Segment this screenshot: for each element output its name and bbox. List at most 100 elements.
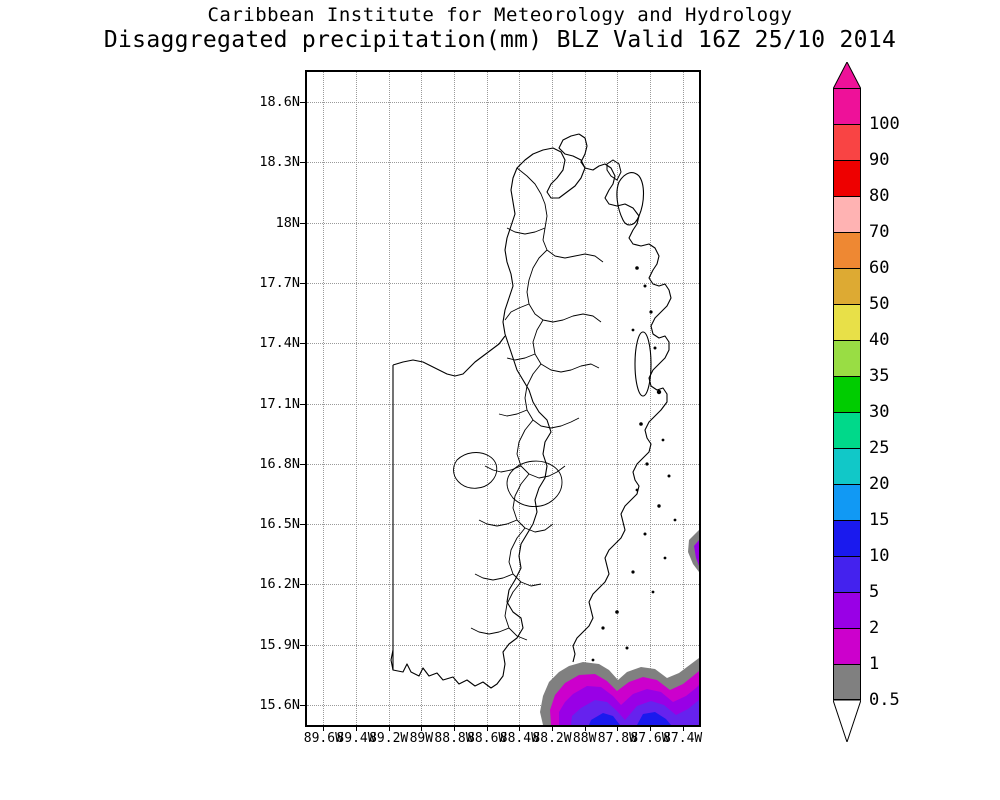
offshore-cayes: [591, 159, 677, 662]
y-axis-tick: [300, 463, 307, 465]
colorbar-tick-label: 60: [869, 258, 890, 278]
colorbar-under-arrow: [833, 700, 861, 742]
colorbar-tick-label: 0.5: [869, 690, 900, 710]
gridline-horizontal: [307, 644, 699, 646]
colorbar-band: [833, 412, 861, 448]
gridline-horizontal: [307, 222, 699, 224]
gridline-horizontal: [307, 162, 699, 164]
colorbar-band: [833, 628, 861, 664]
colorbar-tick-label: 15: [869, 510, 890, 530]
colorbar-tick-label: 80: [869, 186, 890, 206]
colorbar-tick-label: 40: [869, 330, 890, 350]
colorbar-tick-label: 50: [869, 294, 890, 314]
x-axis-tick: [552, 725, 553, 731]
x-axis-label: 88.2W: [532, 731, 572, 746]
x-axis-label: 88W: [572, 731, 597, 746]
y-axis-label: 18.3N: [259, 154, 300, 171]
y-axis-tick: [300, 584, 307, 586]
colorbar-over-arrow: [833, 62, 861, 89]
precipitation-field: [540, 530, 699, 725]
colorbar-band: [833, 484, 861, 520]
colorbar-tick-label: 20: [869, 474, 890, 494]
gridline-vertical: [650, 72, 651, 725]
colorbar-tick-label: 70: [869, 222, 890, 242]
colorbar-tick-label: 5: [869, 582, 880, 602]
colorbar-tick-label: 2: [869, 618, 880, 638]
colorbar-tick-label: 35: [869, 366, 890, 386]
gridline-vertical: [519, 72, 521, 725]
x-axis-label: 87.6W: [630, 731, 670, 746]
colorbar-band: [833, 664, 861, 700]
colorbar-band: [833, 376, 861, 412]
x-axis-label: 89.2W: [369, 731, 409, 746]
x-axis-label: 89.4W: [336, 731, 376, 746]
colorbar-tick-label: 10: [869, 546, 890, 566]
x-axis-label: 88.4W: [499, 731, 539, 746]
y-axis-label: 18.6N: [259, 94, 300, 111]
x-axis-tick: [486, 725, 488, 731]
x-axis-label: 89.6W: [303, 731, 343, 746]
gridline-vertical: [486, 72, 488, 725]
colorbar-band: [833, 448, 861, 484]
colorbar-band: [833, 340, 861, 376]
gridline-vertical: [682, 72, 684, 725]
gridline-vertical: [388, 72, 390, 725]
colorbar: 0.5 1 2 5 10 15 20 25 30 35 40 50 60 70 80 90 100: [833, 62, 900, 742]
x-axis-label: 88.6W: [467, 731, 507, 746]
colorbar-band: [833, 304, 861, 340]
map-plot-frame: 18.6N 18.3N 18N 17.7N 17.4N 17.1N 16.8N 16.5N 16…: [259, 70, 702, 746]
x-axis-label: 88.8W: [434, 731, 474, 746]
colorbar-band: [833, 520, 861, 556]
x-axis-tick: [650, 725, 651, 731]
colorbar-tick-label: 1: [869, 654, 880, 674]
gridline-horizontal: [307, 102, 699, 104]
x-axis-tick: [356, 725, 357, 731]
gridline-horizontal: [307, 463, 699, 465]
page-title: Disaggregated precipitation(mm) BLZ Vali…: [103, 27, 897, 53]
x-axis-tick: [454, 725, 455, 731]
institute-title: Caribbean Institute for Meteorology and …: [207, 4, 793, 26]
colorbar-tick-label: 90: [869, 150, 890, 170]
colorbar-tick-label: 100: [869, 114, 900, 134]
y-axis-tick: [300, 162, 307, 164]
colorbar-band: [833, 556, 861, 592]
gridline-horizontal: [307, 704, 699, 706]
x-axis-label: 87.8W: [597, 731, 637, 746]
y-axis-label: 17.1N: [259, 395, 300, 412]
colorbar-band: [833, 160, 861, 196]
x-axis-tick: [584, 725, 586, 731]
y-axis-label: 16.2N: [259, 576, 300, 593]
y-axis-label: 16.5N: [259, 516, 300, 533]
colorbar-band: [833, 124, 861, 160]
y-axis-label: 18N: [275, 214, 300, 231]
coastline: [572, 133, 672, 663]
y-axis-label: 15.6N: [259, 696, 300, 713]
gridline-vertical: [552, 72, 553, 725]
colorbar-band: [833, 232, 861, 268]
x-axis-label: 87.4W: [663, 731, 703, 746]
colorbar-tick-label: 25: [869, 438, 890, 458]
gridline-horizontal: [307, 584, 699, 586]
belize-border: [390, 133, 586, 689]
y-axis-tick: [300, 222, 307, 224]
gridline-vertical: [421, 72, 423, 725]
y-axis-tick: [300, 704, 307, 706]
y-axis-label: 15.9N: [259, 636, 300, 653]
y-axis-tick: [300, 343, 307, 345]
y-axis-tick: [300, 403, 307, 405]
colorbar-band: [833, 196, 861, 232]
x-axis-tick: [388, 725, 390, 731]
colorbar-tick-label: 30: [869, 402, 890, 422]
gridline-vertical: [454, 72, 455, 725]
district-boundaries: [453, 167, 604, 641]
x-axis-tick: [323, 725, 325, 731]
x-axis-tick: [519, 725, 521, 731]
colorbar-band: [833, 268, 861, 304]
y-axis-tick: [300, 102, 307, 104]
y-axis-label: 17.4N: [259, 335, 300, 352]
gridline-horizontal: [307, 282, 699, 284]
x-axis-label: 89W: [409, 731, 434, 746]
gridline-vertical: [617, 72, 619, 725]
gridline-vertical: [584, 72, 586, 725]
